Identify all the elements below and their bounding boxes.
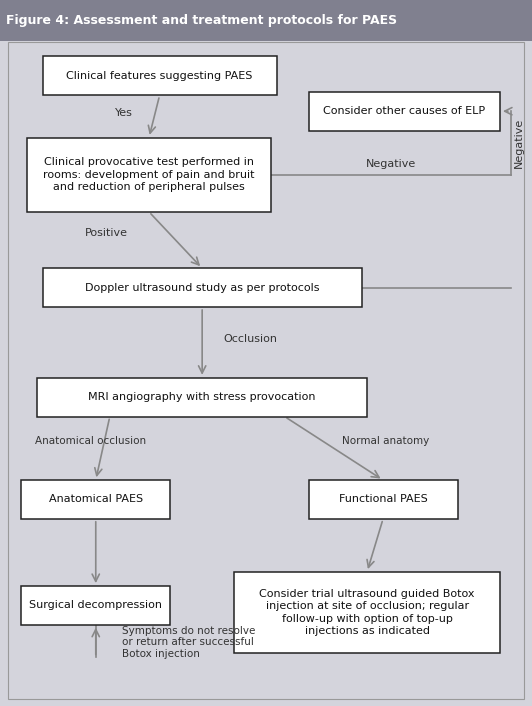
- FancyBboxPatch shape: [21, 586, 170, 625]
- Text: Consider trial ultrasound guided Botox
injection at site of occlusion; regular
f: Consider trial ultrasound guided Botox i…: [259, 589, 475, 636]
- FancyBboxPatch shape: [37, 378, 367, 417]
- Text: Positive: Positive: [85, 228, 128, 238]
- Text: Consider other causes of ELP: Consider other causes of ELP: [323, 106, 485, 116]
- Text: Symptoms do not resolve
or return after successful
Botox injection: Symptoms do not resolve or return after …: [122, 626, 256, 659]
- FancyBboxPatch shape: [27, 138, 271, 212]
- Text: Surgical decompression: Surgical decompression: [29, 600, 162, 611]
- Text: Anatomical occlusion: Anatomical occlusion: [35, 436, 146, 446]
- Bar: [0, 0, 532, 41]
- Text: Negative: Negative: [366, 159, 416, 169]
- Text: Occlusion: Occlusion: [223, 334, 278, 344]
- Text: Anatomical PAES: Anatomical PAES: [49, 494, 143, 505]
- Text: Functional PAES: Functional PAES: [339, 494, 427, 505]
- FancyBboxPatch shape: [309, 92, 500, 131]
- Text: Doppler ultrasound study as per protocols: Doppler ultrasound study as per protocol…: [85, 282, 319, 293]
- Text: Clinical features suggesting PAES: Clinical features suggesting PAES: [66, 71, 253, 81]
- Text: Yes: Yes: [115, 108, 133, 118]
- FancyBboxPatch shape: [309, 480, 458, 519]
- Text: MRI angiography with stress provocation: MRI angiography with stress provocation: [88, 392, 316, 402]
- FancyBboxPatch shape: [234, 572, 500, 653]
- FancyBboxPatch shape: [43, 56, 277, 95]
- Text: Normal anatomy: Normal anatomy: [342, 436, 429, 446]
- Text: Clinical provocative test performed in
rooms: development of pain and bruit
and : Clinical provocative test performed in r…: [43, 157, 255, 192]
- Text: Negative: Negative: [513, 118, 523, 168]
- Text: Figure 4: Assessment and treatment protocols for PAES: Figure 4: Assessment and treatment proto…: [6, 14, 397, 27]
- FancyBboxPatch shape: [43, 268, 362, 307]
- FancyBboxPatch shape: [21, 480, 170, 519]
